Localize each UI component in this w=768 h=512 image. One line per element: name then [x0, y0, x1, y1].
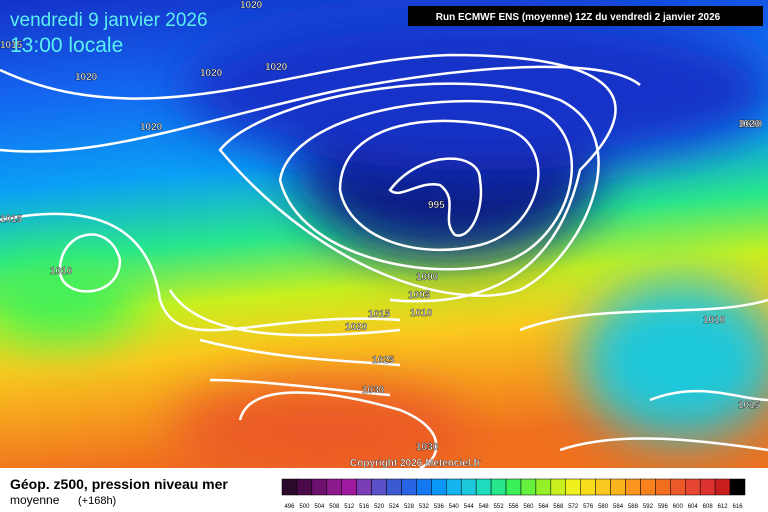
isobar-label: 1020	[200, 68, 223, 79]
colorbar-label: 508	[329, 504, 340, 510]
colorbar-cell	[595, 478, 611, 496]
colorbar-label: 512	[344, 504, 355, 510]
colorbar-label: 568	[553, 504, 564, 510]
colorbar-cell	[520, 478, 537, 496]
colorbar-label: 516	[359, 504, 370, 510]
colorbar-cell	[356, 478, 372, 496]
colorbar-cell	[699, 478, 716, 496]
colorbar-label: 524	[389, 504, 400, 510]
isobar-label: 1005	[408, 290, 431, 301]
colorbar-label: 556	[508, 504, 519, 510]
isobar-label: 1030	[416, 442, 439, 453]
colorbar-cell	[655, 478, 671, 496]
isobar-label: 1020	[345, 322, 368, 333]
colorbar-cell	[311, 478, 328, 496]
date: vendredi 9 janvier 2026	[10, 10, 208, 31]
isobar-label: 1030	[362, 385, 385, 396]
colorbar-cell	[401, 478, 417, 496]
colorbar-label: 608	[703, 504, 714, 510]
colorbar-label: 604	[688, 504, 699, 510]
isobar-label: 1015	[0, 40, 23, 51]
isobar-label: 1015	[0, 214, 23, 225]
isobar-label: 995	[428, 200, 445, 211]
colorbar-cell	[296, 478, 313, 496]
colorbar-cell	[670, 478, 686, 496]
isobar-label: 1010	[410, 308, 433, 319]
isobar-label: 1010	[50, 266, 73, 277]
colorbar-cell	[281, 478, 298, 496]
isobar-labels: 1015101010201020102010201020101510109951…	[0, 0, 763, 453]
colorbar-label: 536	[434, 504, 445, 510]
colorbar-label: 596	[658, 504, 669, 510]
colorbar-label: 616	[733, 504, 744, 510]
colorbar-label: 576	[583, 504, 594, 510]
colorbar-cell	[550, 478, 567, 496]
colorbar-label: 504	[314, 504, 325, 510]
isobar-label: 1015	[738, 400, 761, 411]
footer-lead: (+168h)	[78, 495, 116, 507]
colorbar-label: 548	[479, 504, 490, 510]
colorbar-label: 528	[404, 504, 415, 510]
colorbar: 496 500 504 508 512 516 520 524 528 532 536 540 544 5…	[281, 478, 746, 510]
colorbar-cell	[640, 478, 656, 496]
colorbar-label: 572	[568, 504, 579, 510]
colorbar-cell	[326, 478, 342, 496]
colorbar-label: 580	[598, 504, 609, 510]
run-box	[408, 6, 763, 26]
colorbar-label: 592	[643, 504, 654, 510]
time: 13:00 locale	[10, 34, 123, 57]
isobar-label: 1025	[372, 355, 395, 366]
colorbar-label: 612	[718, 504, 729, 510]
colorbar-cell	[685, 478, 701, 496]
isobar-label: 1020	[265, 62, 288, 73]
colorbar-cell	[565, 478, 581, 496]
colorbar-label: 496	[284, 504, 295, 510]
isobars	[0, 53, 768, 470]
isobar-label: 1020	[240, 0, 263, 11]
colorbar-label: 532	[419, 504, 430, 510]
colorbar-cell	[386, 478, 402, 496]
isobar-label: 1020	[75, 72, 98, 83]
colorbar-label: 600	[673, 504, 684, 510]
isobar-label: 1010	[740, 119, 763, 130]
isobar-label: 1000	[416, 272, 439, 283]
colorbar-label: 540	[449, 504, 460, 510]
colorbar-cell	[460, 478, 477, 496]
colorbar-label: 520	[374, 504, 385, 510]
colorbar-cell	[610, 478, 626, 496]
isobar-label: 1020	[738, 119, 761, 130]
colorbar-label: 560	[523, 504, 534, 510]
colorbar-cell	[475, 478, 492, 496]
colorbar-label: 588	[628, 504, 639, 510]
colorbar-cell	[505, 478, 522, 496]
copyright: Copyright 2026 Meteociel.fr	[350, 458, 481, 469]
colorbar-cell	[446, 478, 462, 496]
footer-subtitle: moyenne	[10, 493, 60, 507]
colorbar-cell	[431, 478, 447, 496]
isobar-label: 1015	[368, 309, 391, 320]
colorbar-label: 500	[299, 504, 310, 510]
colorbar-cell	[535, 478, 552, 496]
colorbar-cell	[341, 478, 357, 496]
colorbar-cell	[416, 478, 432, 496]
colorbar-cell	[714, 478, 731, 496]
footer-title: Géop. z500, pression niveau mer	[10, 476, 228, 492]
colorbar-cell	[371, 478, 387, 496]
colorbar-cell	[729, 478, 746, 496]
colorbar-cell	[625, 478, 641, 496]
run-info: Run ECMWF ENS (moyenne) 12Z du vendredi …	[436, 12, 721, 23]
colorbar-label: 552	[494, 504, 505, 510]
isobar-label: 1010	[703, 315, 726, 326]
colorbar-label: 544	[464, 504, 475, 510]
colorbar-label: 584	[613, 504, 624, 510]
colorbar-cell	[490, 478, 507, 496]
colorbar-cell	[580, 478, 596, 496]
colorbar-label: 564	[538, 504, 549, 510]
isobar-label: 1020	[140, 122, 163, 133]
